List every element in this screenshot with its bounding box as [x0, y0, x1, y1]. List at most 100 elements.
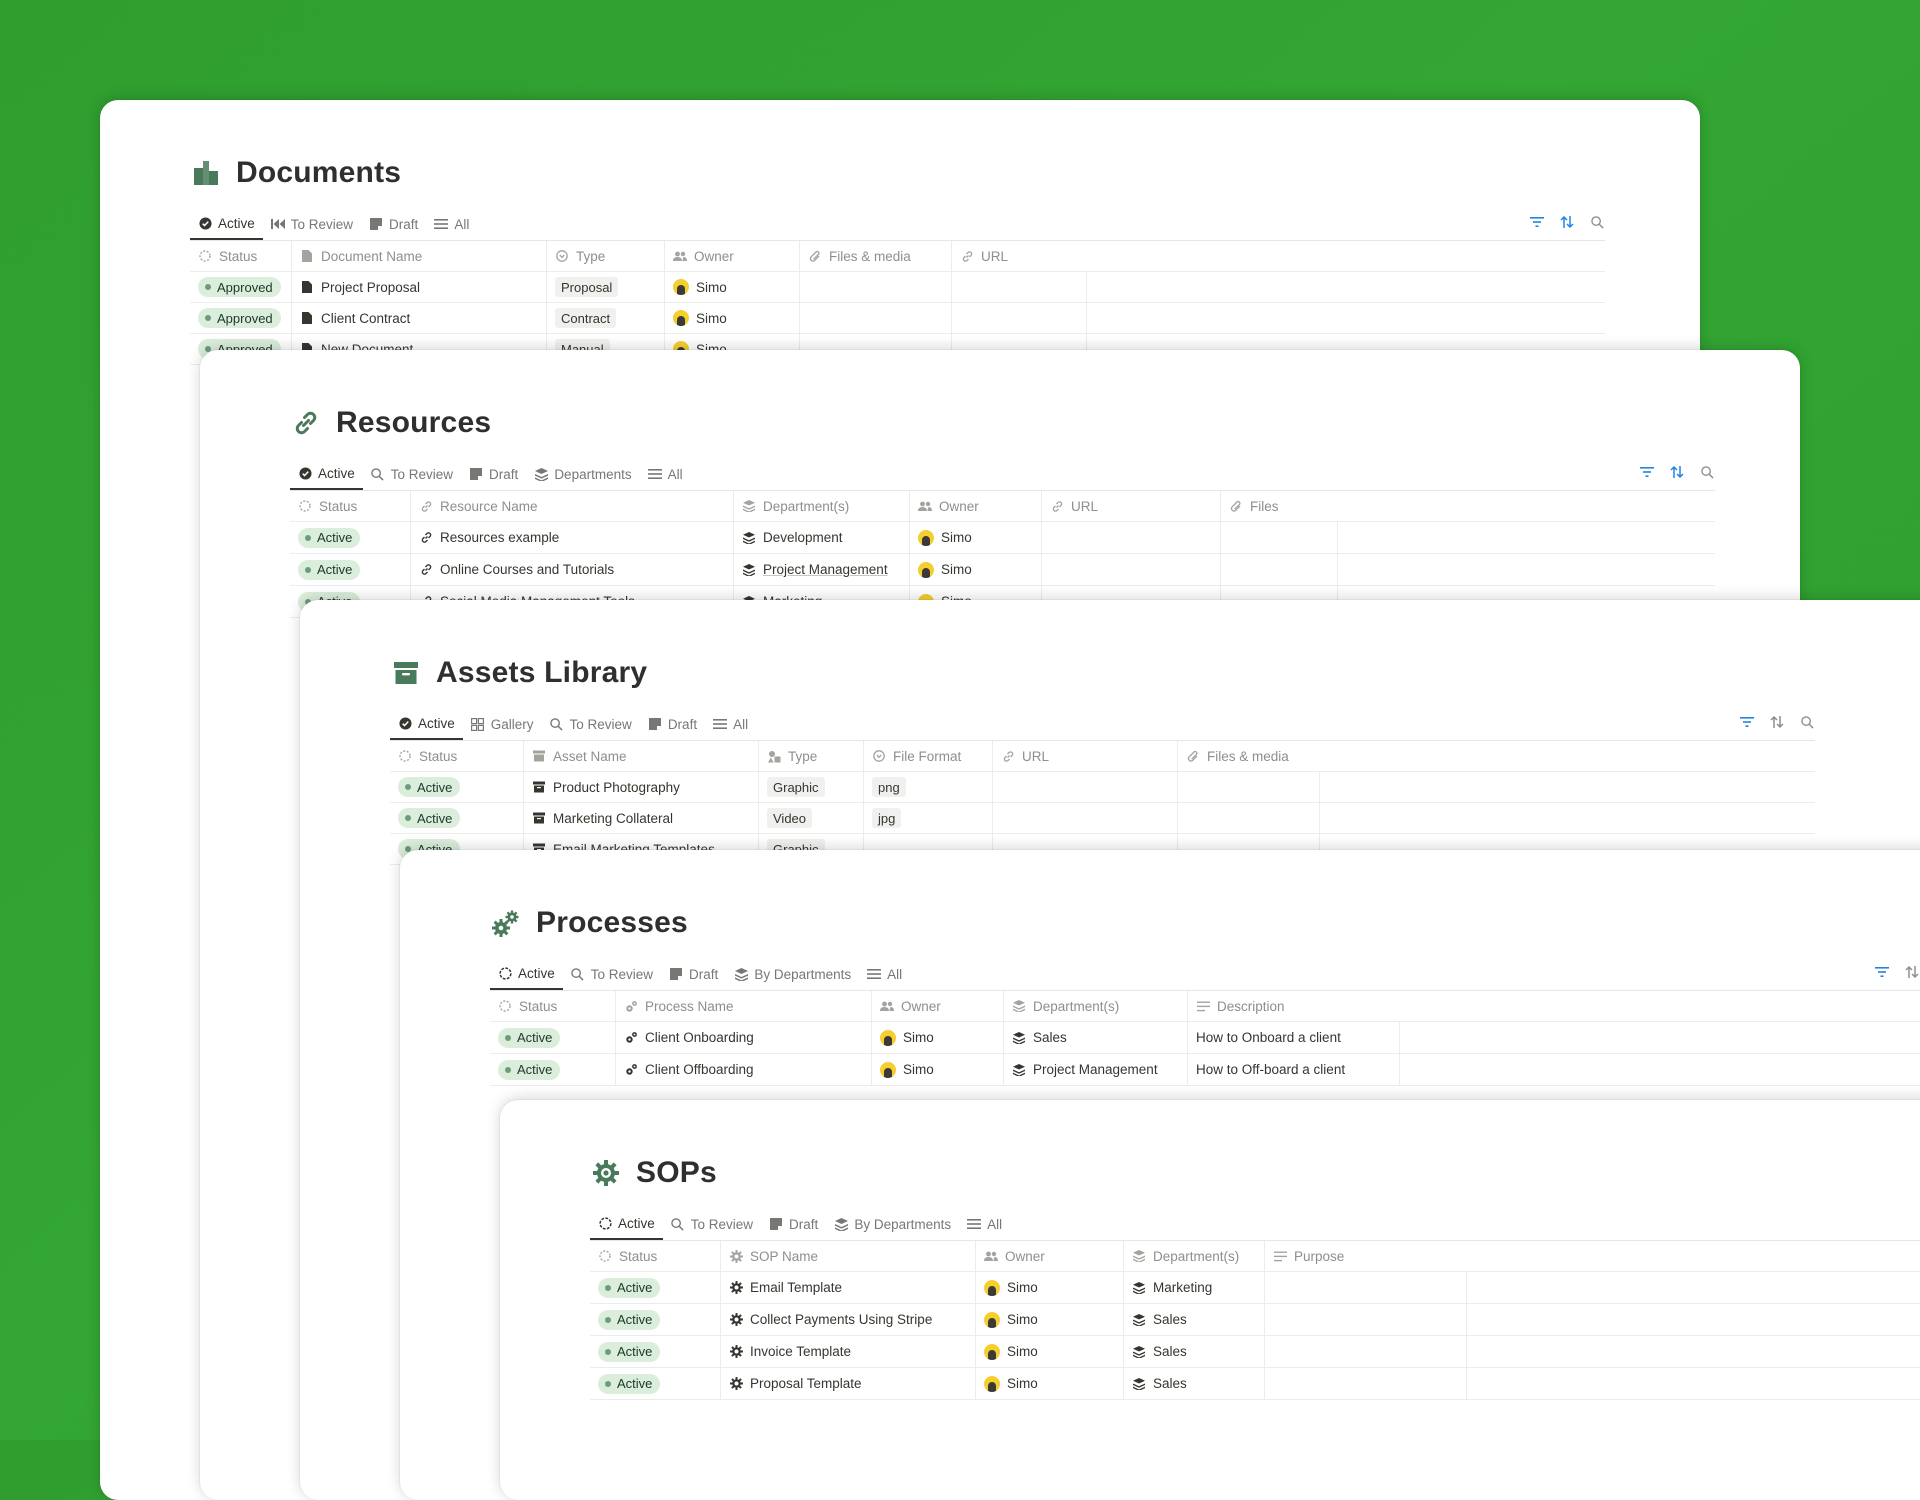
tab-all[interactable]: All [705, 708, 756, 740]
table-row[interactable]: Active Email Template Simo Marketing [590, 1272, 1920, 1304]
sort-icon[interactable] [1559, 214, 1575, 230]
tab-to-review[interactable]: To Review [363, 458, 461, 490]
filter-icon[interactable] [1529, 214, 1545, 230]
table-row[interactable]: Approved Client Contract Contract Simo [190, 303, 1605, 334]
name-cell[interactable]: Project Proposal [292, 272, 547, 302]
column-header-status[interactable]: Status [290, 491, 411, 521]
tab-all[interactable]: All [859, 958, 910, 990]
table-row[interactable]: Active Online Courses and Tutorials Proj… [290, 554, 1715, 586]
tab-gallery[interactable]: Gallery [463, 708, 542, 740]
name-cell[interactable]: Proposal Template [721, 1368, 976, 1399]
column-header-status[interactable]: Status [490, 991, 616, 1021]
department-link[interactable]: Project Management [763, 562, 888, 577]
tab-draft[interactable]: Draft [461, 458, 526, 490]
tab-to-review[interactable]: To Review [542, 708, 640, 740]
search-icon[interactable] [1589, 214, 1605, 230]
files-cell[interactable] [1178, 803, 1320, 833]
purpose-cell[interactable] [1265, 1304, 1467, 1335]
column-header-url[interactable]: URL [1042, 491, 1221, 521]
sort-icon[interactable] [1769, 714, 1785, 730]
column-header-description[interactable]: Description [1188, 991, 1920, 1021]
tab-draft[interactable]: Draft [361, 208, 426, 240]
purpose-cell[interactable] [1265, 1368, 1467, 1399]
column-header-file-format[interactable]: File Format [864, 741, 993, 771]
department-link[interactable]: Sales [1153, 1344, 1187, 1359]
tab-all[interactable]: All [959, 1208, 1010, 1240]
tab-departments[interactable]: Departments [526, 458, 639, 490]
column-header-process-name[interactable]: Process Name [616, 991, 872, 1021]
tab-active[interactable]: Active [190, 208, 263, 240]
name-cell[interactable]: Invoice Template [721, 1336, 976, 1367]
name-cell[interactable]: Online Courses and Tutorials [411, 554, 734, 585]
table-row[interactable]: Active Client Onboarding Simo Sales How … [490, 1022, 1920, 1054]
department-link[interactable]: Sales [1153, 1312, 1187, 1327]
column-header-asset-name[interactable]: Asset Name [524, 741, 759, 771]
name-cell[interactable]: Resources example [411, 522, 734, 553]
files-cell[interactable] [800, 272, 952, 302]
column-header-files[interactable]: Files & media [1178, 741, 1815, 771]
column-header-status[interactable]: Status [190, 241, 292, 271]
files-cell[interactable] [1178, 772, 1320, 802]
column-header-status[interactable]: Status [390, 741, 524, 771]
name-cell[interactable]: Email Template [721, 1272, 976, 1303]
tab-active[interactable]: Active [290, 458, 363, 490]
table-row[interactable]: Active Product Photography Graphic png [390, 772, 1815, 803]
url-cell[interactable] [993, 834, 1178, 864]
column-header-status[interactable]: Status [590, 1241, 721, 1271]
description-cell[interactable]: How to Off-board a client [1188, 1054, 1400, 1085]
url-cell[interactable] [993, 803, 1178, 833]
table-row[interactable]: Active Resources example Development Sim… [290, 522, 1715, 554]
sort-icon[interactable] [1669, 464, 1685, 480]
files-cell[interactable] [1178, 834, 1320, 864]
table-row[interactable]: Active Proposal Template Simo Sales [590, 1368, 1920, 1400]
column-header-type[interactable]: Type [547, 241, 665, 271]
table-row[interactable]: Active Invoice Template Simo Sales [590, 1336, 1920, 1368]
name-cell[interactable]: Collect Payments Using Stripe [721, 1304, 976, 1335]
tab-active[interactable]: Active [390, 708, 463, 740]
column-header-departments[interactable]: Department(s) [1124, 1241, 1265, 1271]
url-cell[interactable] [952, 334, 1087, 364]
column-header-owner[interactable]: Owner [976, 1241, 1124, 1271]
tab-draft[interactable]: Draft [661, 958, 726, 990]
name-cell[interactable]: Product Photography [524, 772, 759, 802]
url-cell[interactable] [1042, 522, 1221, 553]
files-cell[interactable] [800, 303, 952, 333]
department-link[interactable]: Sales [1153, 1376, 1187, 1391]
column-header-files[interactable]: Files & media [800, 241, 952, 271]
name-cell[interactable]: Client Onboarding [616, 1022, 872, 1053]
tab-active[interactable]: Active [490, 958, 563, 990]
purpose-cell[interactable] [1265, 1336, 1467, 1367]
column-header-departments[interactable]: Department(s) [1004, 991, 1188, 1021]
column-header-url[interactable]: URL [993, 741, 1178, 771]
name-cell[interactable]: Marketing Collateral [524, 803, 759, 833]
column-header-owner[interactable]: Owner [665, 241, 800, 271]
search-icon[interactable] [1699, 464, 1715, 480]
description-cell[interactable]: How to Onboard a client [1188, 1022, 1400, 1053]
files-cell[interactable] [1221, 554, 1338, 585]
column-header-type[interactable]: Type [759, 741, 864, 771]
tab-to-review[interactable]: To Review [263, 208, 361, 240]
search-icon[interactable] [1799, 714, 1815, 730]
column-header-files[interactable]: Files [1221, 491, 1715, 521]
url-cell[interactable] [993, 772, 1178, 802]
url-cell[interactable] [1042, 554, 1221, 585]
files-cell[interactable] [1221, 522, 1338, 553]
filter-icon[interactable] [1874, 964, 1890, 980]
tab-active[interactable]: Active [590, 1208, 663, 1240]
column-header-document-name[interactable]: Document Name [292, 241, 547, 271]
table-row[interactable]: Active Client Offboarding Simo Project M… [490, 1054, 1920, 1086]
column-header-resource-name[interactable]: Resource Name [411, 491, 734, 521]
filter-icon[interactable] [1639, 464, 1655, 480]
column-header-owner[interactable]: Owner [872, 991, 1004, 1021]
column-header-departments[interactable]: Department(s) [734, 491, 910, 521]
department-link[interactable]: Project Management [1033, 1062, 1158, 1077]
column-header-url[interactable]: URL [952, 241, 1605, 271]
column-header-purpose[interactable]: Purpose [1265, 1241, 1920, 1271]
table-row[interactable]: Approved Project Proposal Proposal Simo [190, 272, 1605, 303]
purpose-cell[interactable] [1265, 1272, 1467, 1303]
name-cell[interactable]: Client Offboarding [616, 1054, 872, 1085]
tab-all[interactable]: All [640, 458, 691, 490]
tab-draft[interactable]: Draft [761, 1208, 826, 1240]
tab-draft[interactable]: Draft [640, 708, 705, 740]
tab-all[interactable]: All [426, 208, 477, 240]
